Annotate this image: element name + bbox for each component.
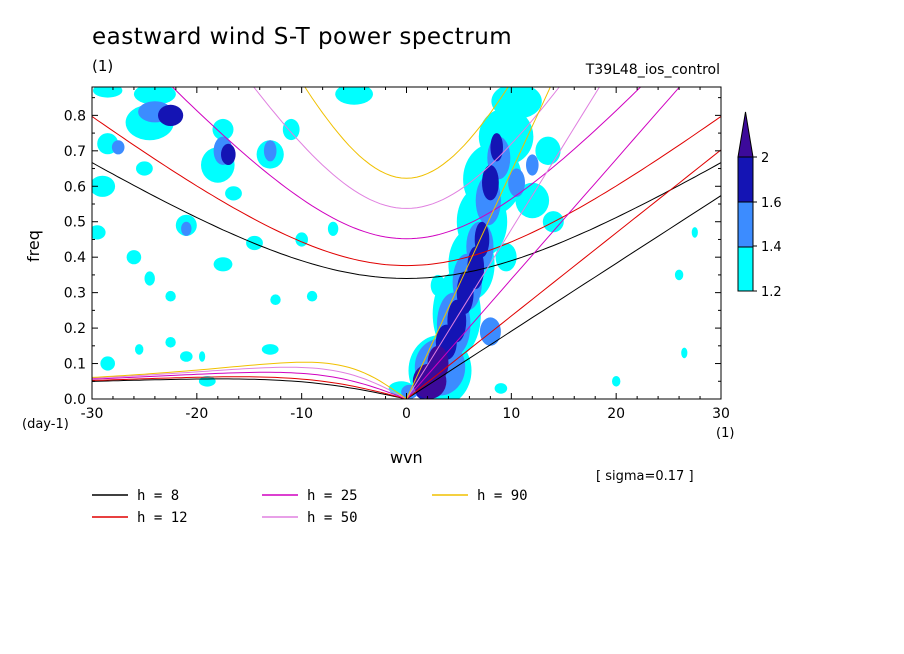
power-contour-blob	[199, 351, 206, 362]
power-contour-blob	[126, 250, 142, 265]
power-contour-blob	[508, 168, 525, 197]
gravity-wave-curve-h90	[304, 87, 509, 179]
power-contour-blob	[335, 87, 373, 105]
power-contours	[92, 87, 698, 399]
kelvin-wave-curve-h25	[406, 87, 681, 399]
rossby-wave-curve-h90	[92, 361, 407, 399]
power-contour-blob	[165, 337, 176, 348]
power-contour-blob	[691, 227, 698, 238]
y-tick-label: 0.7	[64, 144, 86, 160]
power-contour-blob	[144, 271, 155, 286]
y-tick-label: 0.4	[64, 250, 86, 266]
power-contour-blob	[93, 87, 123, 98]
legend-label-h12: h = 12	[137, 510, 188, 526]
colorbar-top-triangle	[737, 111, 754, 158]
y-tick-label: 0.6	[64, 179, 86, 195]
dispersion-curves	[92, 87, 721, 399]
y-tick-label: 0.5	[64, 215, 86, 231]
power-contour-blob	[92, 175, 116, 197]
y-tick-label: 0.2	[64, 321, 86, 337]
colorbar: 2 1.6 1.4 1.2	[737, 111, 782, 300]
legend-label-h25: h = 25	[307, 488, 358, 504]
axis-ticks: -30 -20 -10 0 10 20 30 0.0 0.1 0.2 0.3 0.4 0.5 0.6 0.7…	[64, 87, 730, 422]
rossby-wave-curve-h8	[92, 378, 407, 399]
power-contour-blob	[535, 136, 561, 165]
y-tick-label: 0.0	[64, 392, 86, 408]
legend-label-h50: h = 50	[307, 510, 358, 526]
power-contour-blob	[491, 87, 542, 119]
colorbar-label: 1.2	[761, 285, 782, 300]
y-unit-label: (day-1)	[22, 417, 69, 432]
power-contour-blob	[136, 161, 153, 176]
power-contour-blob	[225, 186, 242, 201]
y-tick-label: 0.3	[64, 286, 86, 302]
gravity-wave-curve-h50	[253, 87, 560, 209]
power-contour-blob	[133, 87, 176, 105]
colorbar-label: 2	[761, 151, 769, 166]
x-tick-label: 0	[402, 406, 411, 422]
sigma-note: [ sigma=0.17 ]	[596, 469, 694, 484]
x-tick-label: -20	[185, 406, 208, 422]
power-contour-blob	[180, 351, 193, 362]
colorbar-segment	[737, 246, 754, 292]
colorbar-label: 1.4	[761, 240, 782, 255]
power-contour-blob	[261, 344, 279, 355]
power-contour-blob	[474, 221, 490, 258]
x-tick-label: 20	[607, 406, 625, 422]
power-contour-blob	[306, 290, 318, 302]
run-name: T39L48_ios_control	[585, 62, 720, 78]
kelvin-wave-curve-h8	[406, 195, 721, 399]
power-contour-blob	[327, 221, 339, 236]
rossby-wave-curve-h25	[92, 371, 407, 399]
kelvin-wave-curve-h12	[406, 149, 721, 399]
kelvin-wave-curve-h50	[406, 87, 601, 399]
chart-subunit: (1)	[92, 57, 114, 75]
chart-title: eastward wind S-T power spectrum	[92, 24, 513, 50]
legend-label-h90: h = 90	[477, 488, 528, 504]
x-unit-label: (1)	[716, 426, 735, 441]
power-contour-blob	[135, 344, 144, 355]
x-tick-label: 30	[712, 406, 730, 422]
colorbar-segment	[737, 156, 754, 203]
power-contour-blob	[221, 143, 236, 165]
colorbar-segment	[737, 201, 754, 248]
x-tick-label: -30	[81, 406, 104, 422]
x-axis-label: wvn	[390, 448, 423, 467]
power-contour-blob	[270, 294, 281, 306]
power-contour-blob	[263, 140, 277, 162]
power-contour-blob	[494, 383, 508, 394]
power-contour-blob	[681, 347, 688, 359]
power-contour-blob	[430, 274, 446, 297]
y-tick-label: 0.8	[64, 108, 86, 124]
legend: h = 8 h = 12 h = 25 h = 50 h = 90	[92, 488, 528, 526]
rossby-wave-curve-h12	[92, 376, 407, 399]
power-contour-blob	[482, 165, 499, 201]
x-tick-label: -10	[290, 406, 313, 422]
power-contour-blob	[674, 269, 684, 281]
power-contour-blob	[213, 257, 233, 272]
gravity-wave-curve-h12	[92, 115, 721, 267]
legend-label-h8: h = 8	[137, 488, 179, 504]
gravity-wave-curve-h8	[92, 162, 721, 280]
power-contour-blob	[181, 221, 192, 236]
power-contour-blob	[612, 376, 621, 387]
colorbar-label: 1.6	[761, 196, 782, 211]
rossby-wave-curve-h50	[92, 366, 407, 399]
power-contour-blob	[479, 317, 501, 346]
power-contour-blob	[92, 225, 106, 240]
x-tick-label: 10	[502, 406, 520, 422]
gravity-wave-curve-h25	[171, 87, 642, 240]
y-tick-label: 0.1	[64, 357, 86, 373]
power-contour-blob	[111, 140, 125, 155]
kelvin-wave-curve-h90	[406, 87, 551, 399]
power-contour-blob	[212, 118, 234, 141]
power-contour-blob	[526, 154, 539, 176]
power-contour-blob	[490, 133, 504, 162]
power-contour-blob	[165, 290, 176, 302]
power-contour-blob	[158, 104, 184, 126]
power-contour-blob	[282, 118, 300, 141]
power-contour-blob	[100, 356, 115, 371]
